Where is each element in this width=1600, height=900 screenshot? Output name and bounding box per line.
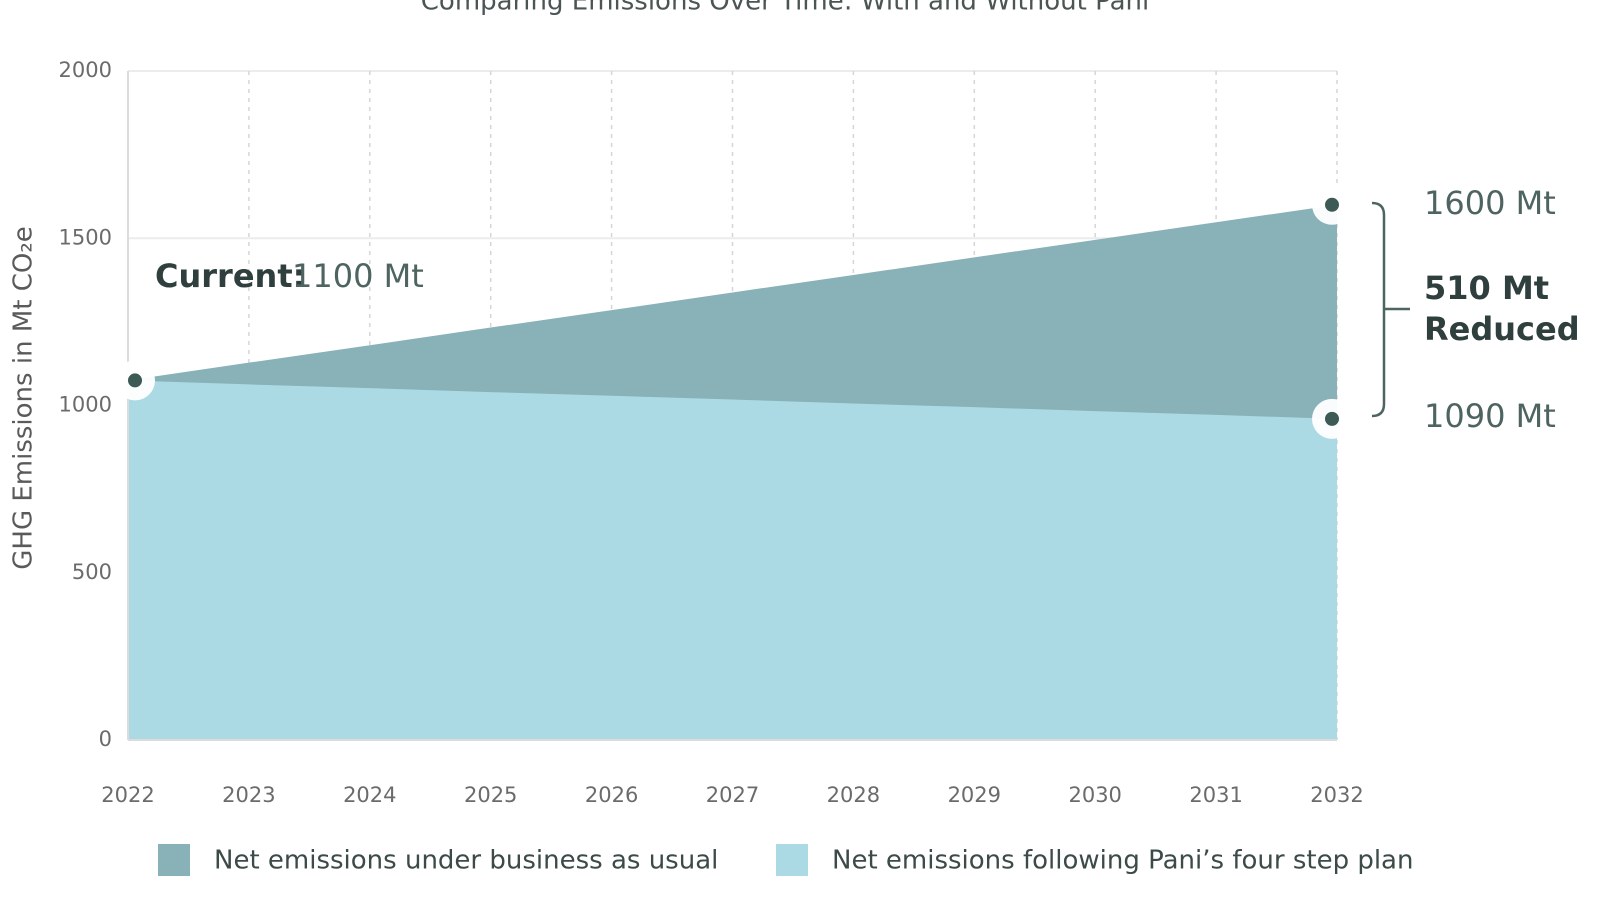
annotation: Reduced [1424, 310, 1580, 348]
y-tick-label: 1000 [59, 393, 112, 417]
point [128, 373, 142, 388]
annotation: 1100 Mt [292, 257, 424, 295]
x-tick-label: 2023 [222, 783, 275, 807]
legend-label: Net emissions following Pani’s four step… [832, 846, 1413, 876]
legend-label: Net emissions under business as usual [214, 846, 718, 876]
point [1325, 197, 1339, 212]
annotation: 1090 Mt [1424, 397, 1556, 435]
point [1325, 411, 1339, 426]
legend-swatch [776, 844, 808, 876]
x-tick-label: 2026 [585, 783, 638, 807]
x-tick-label: 2028 [827, 783, 880, 807]
chart-title: Comparing Emissions Over Time: With and … [421, 0, 1149, 17]
x-tick-label: 2022 [101, 783, 154, 807]
legend-swatch [158, 844, 190, 876]
x-tick-label: 2025 [464, 783, 517, 807]
x-tick-label: 2027 [706, 783, 759, 807]
annotation: 510 Mt [1424, 269, 1549, 307]
y-tick-label: 500 [72, 560, 112, 584]
x-tick-label: 2031 [1189, 783, 1242, 807]
annotation: Current: [155, 257, 305, 295]
x-tick-label: 2030 [1068, 783, 1121, 807]
x-tick-label: 2032 [1310, 783, 1363, 807]
y-tick-label: 1500 [59, 225, 112, 249]
y-axis-label: GHG Emissions in Mt CO₂e [9, 226, 39, 570]
area [128, 380, 1337, 740]
annotation: 1600 Mt [1424, 184, 1556, 222]
y-tick-label: 0 [99, 727, 112, 751]
x-tick-label: 2029 [948, 783, 1001, 807]
bracket [1371, 201, 1410, 418]
x-tick-label: 2024 [343, 783, 396, 807]
y-tick-label: 2000 [59, 58, 112, 82]
